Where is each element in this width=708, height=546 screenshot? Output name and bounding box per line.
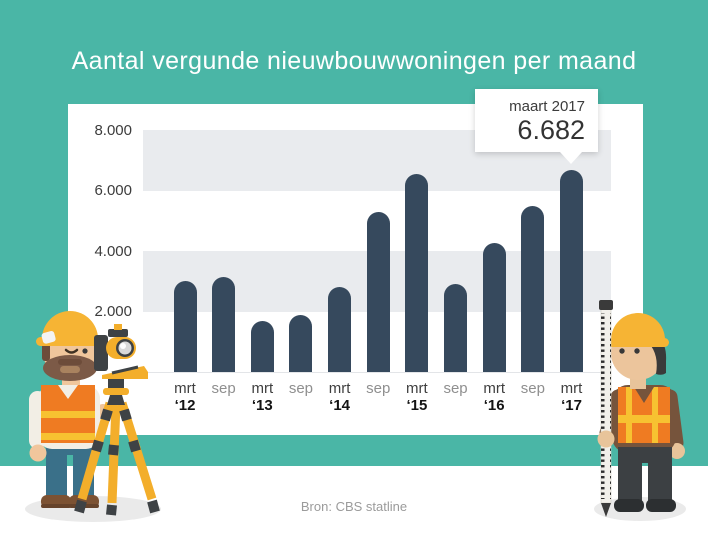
x-tick-year: ‘14 — [329, 397, 351, 414]
surveyor-body — [29, 375, 110, 508]
eye — [634, 348, 640, 354]
surveyor-head — [36, 311, 104, 381]
mustache — [58, 359, 82, 365]
x-tick-month: sep — [288, 380, 314, 397]
x-tick-year: ‘13 — [251, 397, 273, 414]
hand — [669, 443, 685, 459]
x-tick-month: sep — [366, 380, 391, 397]
bar-mrt '17 — [560, 169, 583, 372]
callout-value: 6.682 — [517, 115, 585, 145]
worker-head — [605, 313, 669, 380]
x-tick-month: sep — [520, 380, 545, 397]
x-tick-year: ‘16 — [483, 397, 505, 414]
hand — [29, 444, 47, 462]
y-tick-label: 4.000 — [94, 242, 132, 260]
bar-sep '13 — [289, 314, 313, 372]
eye — [82, 348, 88, 354]
surveyor-illustration — [25, 311, 161, 522]
data-callout: maart 2017 6.682 — [475, 89, 598, 164]
x-tick-month: mrt — [560, 380, 583, 397]
leveling-rod — [599, 300, 613, 517]
x-tick-month: mrt — [251, 380, 274, 397]
bar-sep '14 — [366, 211, 390, 372]
hand-on-rod — [597, 430, 615, 448]
x-tick-year: ‘17 — [561, 397, 582, 414]
bar-mrt '16 — [482, 243, 506, 372]
bar-mrt '14 — [328, 287, 352, 372]
bar-mrt '13 — [250, 320, 274, 372]
bar-mrt '12 — [173, 281, 197, 372]
tripod — [74, 401, 160, 516]
hard-hat — [42, 311, 98, 339]
hard-hat — [611, 313, 665, 340]
worker-with-rod-illustration — [594, 300, 686, 521]
closed-eye — [64, 348, 79, 354]
callout-label: maart 2017 — [509, 98, 585, 115]
bar-sep '16 — [521, 205, 545, 372]
x-tick-month: mrt — [406, 380, 428, 397]
boot — [614, 499, 644, 512]
eyepiece — [94, 335, 108, 371]
bar-sep '15 — [444, 284, 468, 372]
bar-sep '12 — [212, 276, 236, 372]
plot-area — [143, 130, 611, 373]
boot — [646, 499, 676, 512]
mouth — [60, 366, 80, 373]
y-tick-label: 6.000 — [94, 182, 132, 199]
y-axis: 8.000 6.000 4.000 2.000 — [68, 122, 132, 372]
page-title: Aantal vergunde nieuwbouwwoningen per ma… — [71, 46, 637, 75]
theodolite — [94, 324, 148, 405]
x-axis: mrt ‘12 sep mrt ‘13 sep mrt ‘14 sep mrt ‘15 sep mrt ‘… — [143, 380, 611, 424]
x-tick-month: sep — [443, 380, 468, 397]
bar-mrt '15 — [405, 173, 429, 372]
source-credit: Bron: CBS statline — [300, 499, 408, 514]
chart-card: 8.000 6.000 4.000 2.000 mrt ‘12 sep mrt ‘13 sep m… — [68, 104, 643, 435]
y-tick-label: 8.000 — [94, 121, 132, 139]
eye — [619, 348, 625, 354]
x-tick-year: ‘15 — [406, 397, 428, 414]
x-tick-month: sep — [211, 380, 236, 397]
x-tick-month: mrt — [328, 380, 351, 397]
x-tick-year: ‘12 — [174, 397, 196, 414]
x-tick-month: mrt — [174, 380, 196, 397]
goggles — [41, 331, 56, 344]
y-tick-label: 2.000 — [94, 303, 132, 320]
worker-body — [599, 375, 685, 512]
x-tick-month: mrt — [483, 380, 506, 397]
